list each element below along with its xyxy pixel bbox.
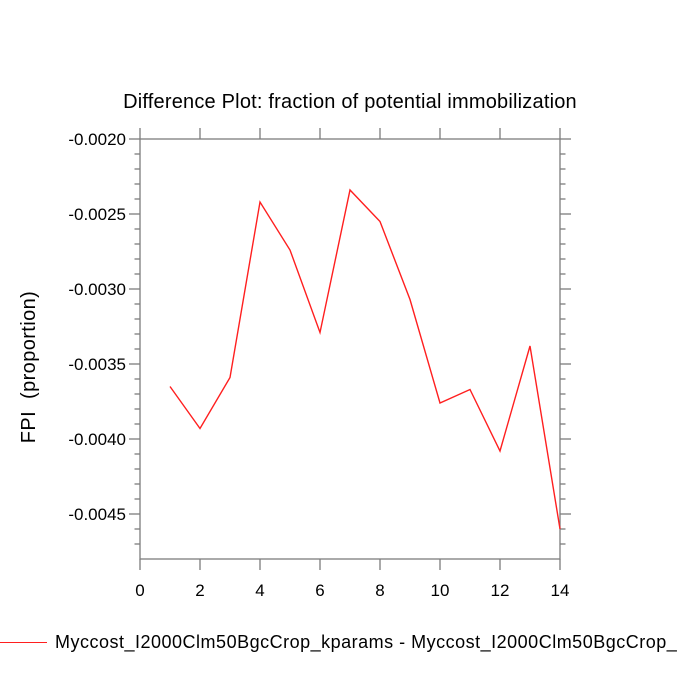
x-tick-label: 0	[135, 581, 144, 600]
x-tick-label: 4	[255, 581, 264, 600]
series-line	[169, 188, 561, 530]
x-tick-label: 2	[195, 581, 204, 600]
plot-frame	[139, 138, 561, 560]
legend-line-sample	[0, 641, 47, 643]
y-tick-label: -0.0025	[68, 205, 126, 224]
x-tick-label: 8	[375, 581, 384, 600]
x-tick-label: 12	[491, 581, 510, 600]
y-tick-label: -0.0020	[68, 130, 126, 149]
x-tick-label: 10	[431, 581, 450, 600]
y-tick-label: -0.0040	[68, 430, 126, 449]
legend-label: Myccost_I2000Clm50BgcCrop_kparams - Mycc…	[55, 632, 678, 652]
y-tick-label: -0.0035	[68, 355, 126, 374]
chart-title: Difference Plot: fraction of potential i…	[123, 91, 577, 113]
y-tick-label: -0.0045	[68, 505, 126, 524]
y-tick-label: -0.0030	[68, 280, 126, 299]
x-tick-label: 14	[551, 581, 570, 600]
legend: Myccost_I2000Clm50BgcCrop_kparams - Mycc…	[0, 632, 700, 652]
x-tick-label: 6	[315, 581, 324, 600]
